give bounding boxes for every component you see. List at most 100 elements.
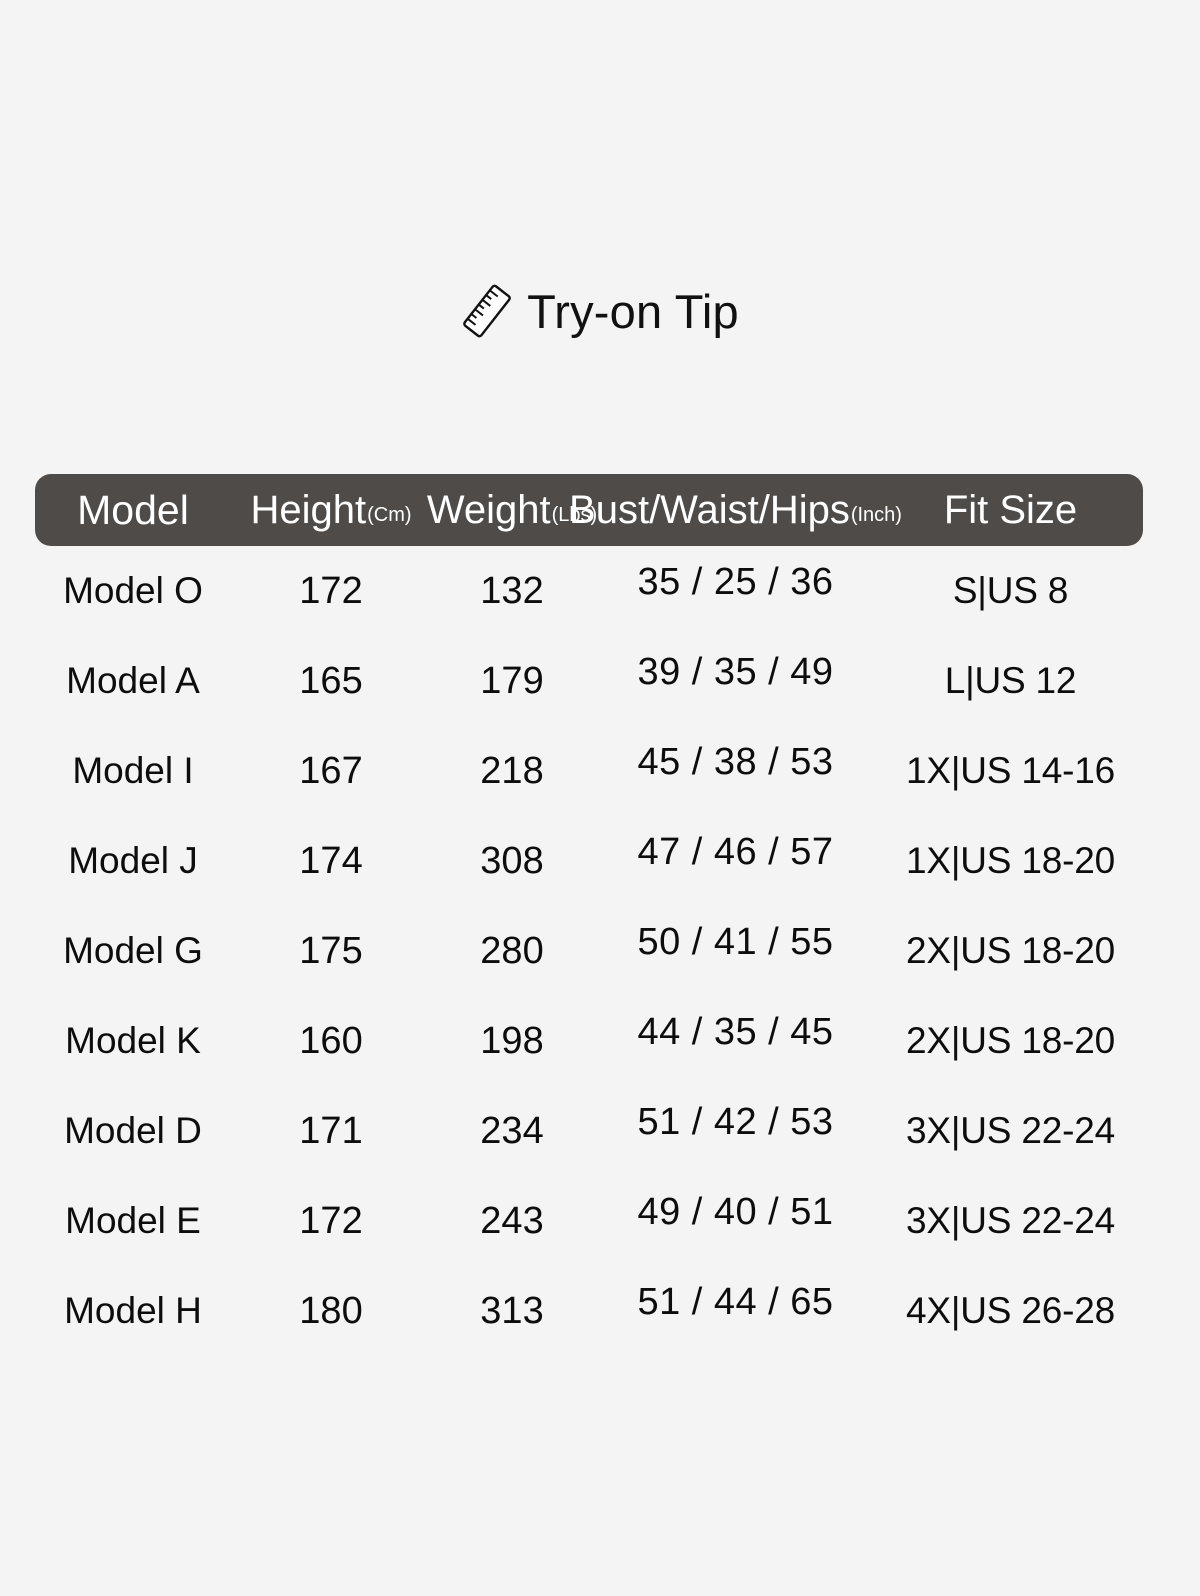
cell-fit-size: 2X|US 18-20 (906, 930, 1115, 971)
cell-model: Model G (63, 930, 203, 971)
cell-height: 174 (299, 839, 363, 882)
table-row: Model G 175 280 50/41/55 2X|US 18-20 (35, 906, 1143, 996)
bust-value: 51 (637, 1100, 681, 1143)
hips-value: 53 (790, 740, 834, 783)
cell-height: 160 (299, 1019, 363, 1062)
cell-model: Model K (65, 1020, 201, 1061)
cell-fit-size: 4X|US 26-28 (906, 1290, 1115, 1331)
cell-height: 172 (299, 1199, 363, 1242)
waist-hips-separator: / (768, 1100, 780, 1143)
cell-height: 167 (299, 749, 363, 792)
hips-value: 65 (790, 1280, 834, 1323)
column-header-height-label: Height (250, 487, 367, 532)
column-header-bust-waist-hips-label: Bust/Waist/Hips (569, 487, 850, 532)
cell-weight: 280 (480, 929, 544, 972)
hips-value: 53 (790, 1100, 834, 1143)
cell-bust-waist-hips: 51/44/65 (593, 1281, 878, 1324)
table-row: Model J 174 308 47/46/57 1X|US 18-20 (35, 816, 1143, 906)
table-row: Model K 160 198 44/35/45 2X|US 18-20 (35, 996, 1143, 1086)
table-row: Model D 171 234 51/42/53 3X|US 22-24 (35, 1086, 1143, 1176)
hips-value: 55 (790, 920, 834, 963)
cell-model: Model J (68, 840, 198, 881)
cell-model: Model D (64, 1110, 202, 1151)
cell-height: 172 (299, 569, 363, 612)
cell-bust-waist-hips: 39/35/49 (593, 651, 878, 694)
cell-weight: 308 (480, 839, 544, 882)
bust-waist-separator: / (691, 650, 703, 693)
cell-model: Model I (72, 750, 194, 791)
page-title: Try-on Tip (0, 282, 1200, 340)
waist-hips-separator: / (768, 1010, 780, 1053)
column-header-height: Height (Cm) (231, 488, 431, 533)
waist-hips-separator: / (768, 740, 780, 783)
cell-weight: 198 (480, 1019, 544, 1062)
cell-fit-size: 1X|US 14-16 (906, 750, 1115, 791)
table-row: Model I 167 218 45/38/53 1X|US 14-16 (35, 726, 1143, 816)
cell-height: 180 (299, 1289, 363, 1332)
table-header-row: Model Height (Cm) Weight (Lbs) Bust/Waist/… (35, 474, 1143, 546)
bust-value: 35 (637, 560, 681, 603)
cell-height: 165 (299, 659, 363, 702)
table-row: Model O 172 132 35/25/36 S|US 8 (35, 546, 1143, 636)
waist-value: 44 (713, 1280, 758, 1323)
cell-weight: 243 (480, 1199, 544, 1242)
bust-value: 51 (637, 1280, 681, 1323)
waist-hips-separator: / (768, 920, 780, 963)
cell-weight: 179 (480, 659, 544, 702)
waist-value: 25 (713, 560, 758, 603)
cell-fit-size: S|US 8 (952, 570, 1069, 611)
cell-fit-size: 3X|US 22-24 (906, 1200, 1115, 1241)
cell-bust-waist-hips: 49/40/51 (593, 1191, 878, 1234)
hips-value: 57 (790, 830, 834, 873)
column-header-fit-size: Fit Size (878, 488, 1143, 533)
waist-value: 46 (713, 830, 758, 873)
waist-hips-separator: / (768, 830, 780, 873)
waist-value: 40 (713, 1190, 758, 1233)
cell-bust-waist-hips: 47/46/57 (593, 831, 878, 874)
waist-value: 42 (713, 1100, 758, 1143)
cell-fit-size: 3X|US 22-24 (906, 1110, 1115, 1151)
cell-weight: 313 (480, 1289, 544, 1332)
cell-weight: 218 (480, 749, 544, 792)
page-title-text: Try-on Tip (527, 284, 739, 338)
column-header-weight: Weight (Lbs) (427, 488, 597, 533)
ruler-icon (463, 284, 511, 338)
waist-value: 41 (713, 920, 758, 963)
cell-weight: 132 (480, 569, 544, 612)
hips-value: 51 (790, 1190, 834, 1233)
waist-hips-separator: / (768, 560, 780, 603)
column-header-height-unit: (Cm) (367, 503, 412, 526)
column-header-bust-waist-hips: Bust/Waist/Hips (Inch) (569, 488, 902, 533)
bust-waist-separator: / (691, 830, 703, 873)
bust-waist-separator: / (691, 920, 703, 963)
table-row: Model H 180 313 51/44/65 4X|US 26-28 (35, 1266, 1143, 1356)
cell-fit-size: 1X|US 18-20 (906, 840, 1115, 881)
cell-bust-waist-hips: 50/41/55 (593, 921, 878, 964)
table-body: Model O 172 132 35/25/36 S|US 8 Model A 165 179… (35, 546, 1143, 1356)
column-header-model: Model (35, 487, 231, 534)
waist-hips-separator: / (768, 650, 780, 693)
waist-value: 35 (713, 1010, 758, 1053)
cell-bust-waist-hips: 44/35/45 (593, 1011, 878, 1054)
bust-value: 47 (637, 830, 681, 873)
bust-waist-separator: / (691, 740, 703, 783)
cell-bust-waist-hips: 35/25/36 (593, 561, 878, 604)
waist-value: 38 (713, 740, 758, 783)
cell-weight: 234 (480, 1109, 544, 1152)
hips-value: 36 (790, 560, 834, 603)
cell-model: Model A (66, 660, 200, 701)
waist-hips-separator: / (768, 1280, 780, 1323)
cell-bust-waist-hips: 45/38/53 (593, 741, 878, 784)
bust-value: 39 (637, 650, 681, 693)
bust-waist-separator: / (691, 1100, 703, 1143)
table-row: Model A 165 179 39/35/49 L|US 12 (35, 636, 1143, 726)
waist-value: 35 (713, 650, 758, 693)
bust-value: 50 (637, 920, 681, 963)
hips-value: 49 (790, 650, 834, 693)
cell-fit-size: 2X|US 18-20 (906, 1020, 1115, 1061)
cell-model: Model E (65, 1200, 201, 1241)
bust-waist-separator: / (691, 560, 703, 603)
table-row: Model E 172 243 49/40/51 3X|US 22-24 (35, 1176, 1143, 1266)
bust-value: 49 (637, 1190, 681, 1233)
